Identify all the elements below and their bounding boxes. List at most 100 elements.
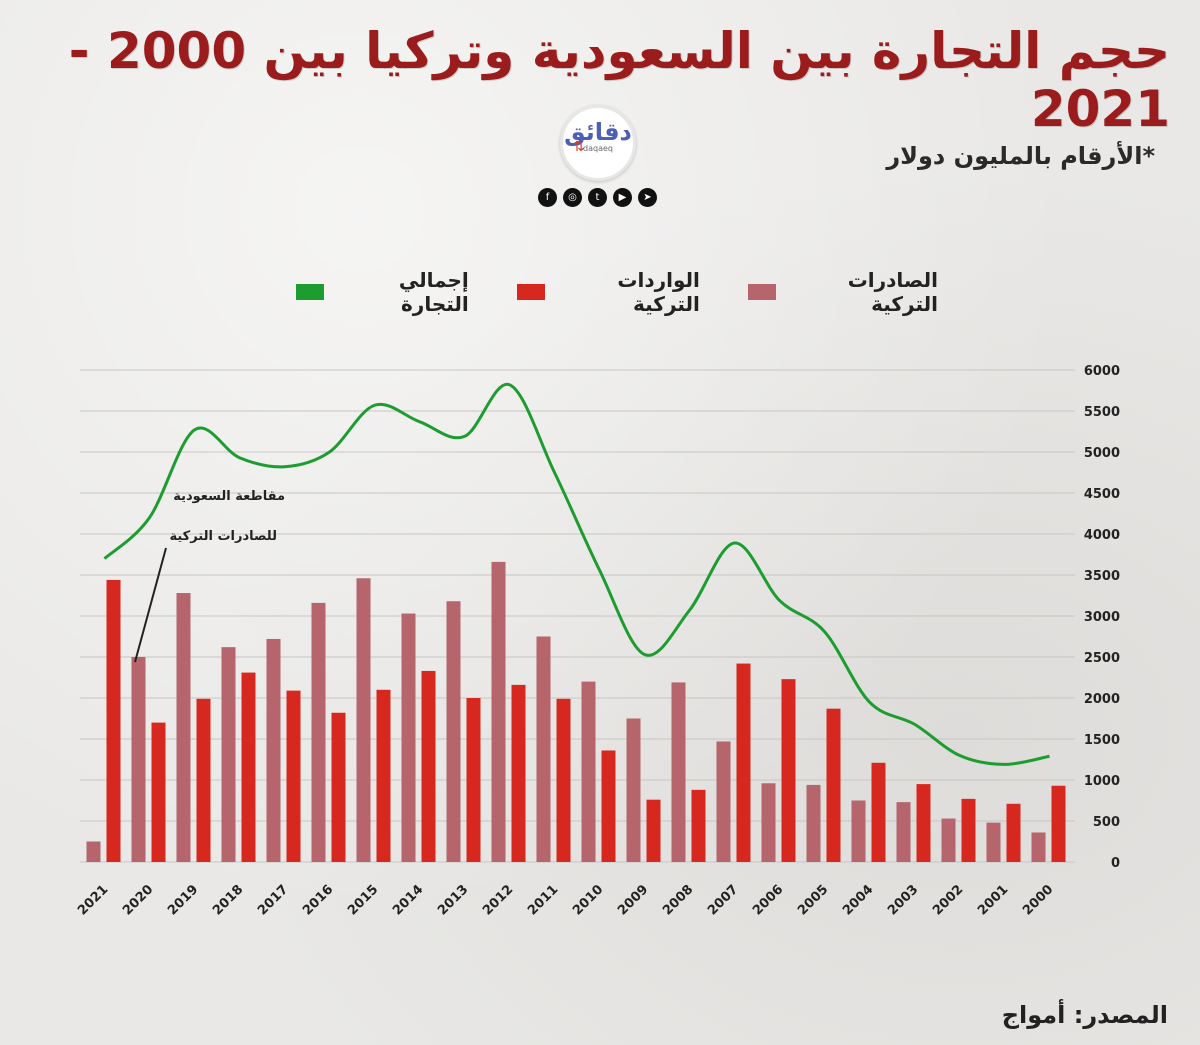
- x-tick-label: 2001: [975, 882, 1011, 918]
- bar-imports: [196, 698, 211, 862]
- bar-imports: [151, 722, 166, 862]
- bar-exports: [851, 800, 866, 862]
- y-tick-label: 500: [1093, 815, 1120, 830]
- y-tick-label: 1000: [1084, 774, 1120, 789]
- legend-swatch-total: [296, 284, 325, 300]
- legend-label-exports: الصادرات التركية: [847, 268, 938, 316]
- x-tick-label: 2008: [660, 882, 696, 918]
- bar-imports: [826, 708, 841, 862]
- x-tick-label: 2020: [120, 882, 156, 918]
- twitter-icon[interactable]: t: [588, 188, 607, 207]
- x-tick-label: 2009: [615, 882, 651, 918]
- legend-label-imports: الواردات التركية: [617, 268, 700, 316]
- bar-imports: [511, 684, 526, 862]
- x-tick-label: 2000: [1020, 882, 1056, 918]
- x-tick-label: 2010: [570, 882, 606, 918]
- bar-imports: [781, 679, 796, 862]
- x-tick-label: 2002: [930, 882, 966, 918]
- y-tick-label: 5000: [1084, 446, 1120, 461]
- y-tick-label: 3500: [1084, 569, 1120, 584]
- y-tick-label: 4000: [1084, 528, 1120, 543]
- page-title: حجم التجارة بين السعودية وتركيا بين 2000…: [68, 22, 1170, 138]
- y-tick-label: 6000: [1084, 364, 1120, 379]
- bar-exports: [986, 822, 1001, 862]
- bar-exports: [581, 681, 596, 862]
- x-tick-label: 2014: [390, 882, 426, 918]
- social-links: f ◎ t ▶ ➤: [538, 188, 657, 207]
- bar-exports: [356, 578, 371, 862]
- legend-item-imports: الواردات التركية: [516, 268, 700, 316]
- bar-imports: [241, 672, 256, 862]
- bar-exports: [311, 602, 326, 862]
- bar-exports: [446, 601, 461, 862]
- bar-imports: [376, 689, 391, 862]
- x-tick-label: 2007: [705, 882, 741, 918]
- bar-imports: [601, 750, 616, 862]
- x-tick-label: 2015: [345, 882, 381, 918]
- arrows-icon: ⇅: [573, 139, 585, 155]
- bar-exports: [1031, 832, 1046, 862]
- bar-imports: [331, 712, 346, 862]
- bar-exports: [176, 593, 191, 862]
- x-tick-label: 2004: [840, 882, 876, 918]
- logo-text: دقائق: [564, 118, 632, 146]
- legend-swatch-imports: [516, 284, 545, 300]
- chart-legend: الصادرات التركية الواردات التركية إجمالي…: [248, 268, 938, 316]
- x-tick-label: 2017: [255, 882, 291, 918]
- bar-exports: [806, 784, 821, 862]
- bar-exports: [266, 638, 281, 862]
- legend-item-exports: الصادرات التركية: [747, 268, 938, 316]
- y-tick-label: 2500: [1084, 651, 1120, 666]
- bar-exports: [626, 718, 641, 862]
- bar-exports: [491, 561, 506, 862]
- bar-exports: [401, 613, 416, 862]
- bar-imports: [871, 762, 886, 862]
- y-tick-label: 3000: [1084, 610, 1120, 625]
- youtube-icon[interactable]: ▶: [613, 188, 632, 207]
- brand-logo: دقائق daqaeq ⇅: [560, 105, 636, 181]
- units-note: *الأرقام بالمليون دولار: [886, 142, 1155, 170]
- bar-imports: [736, 663, 751, 862]
- y-tick-label: 2000: [1084, 692, 1120, 707]
- bar-imports: [961, 798, 976, 862]
- x-tick-label: 2016: [300, 882, 336, 918]
- y-tick-label: 4500: [1084, 487, 1120, 502]
- facebook-icon[interactable]: f: [538, 188, 557, 207]
- legend-swatch-exports: [747, 284, 776, 300]
- bar-exports: [86, 841, 101, 862]
- bar-exports: [896, 802, 911, 862]
- bar-exports: [671, 682, 686, 862]
- bar-imports: [916, 784, 931, 862]
- y-tick-label: 0: [1111, 856, 1120, 871]
- y-tick-label: 1500: [1084, 733, 1120, 748]
- x-tick-label: 2021: [75, 882, 111, 918]
- legend-label-total: إجمالي التجارة: [398, 268, 469, 316]
- y-tick-label: 5500: [1084, 405, 1120, 420]
- logo-subtext: daqaeq: [583, 144, 613, 153]
- line-total-trade: [103, 383, 1050, 766]
- x-tick-label: 2005: [795, 882, 831, 918]
- annotation-pointer: [134, 547, 167, 663]
- x-tick-label: 2011: [525, 882, 561, 918]
- telegram-icon[interactable]: ➤: [638, 188, 657, 207]
- annotation-label: مقاطعة السعودية: [173, 489, 285, 504]
- instagram-icon[interactable]: ◎: [563, 188, 582, 207]
- x-tick-label: 2018: [210, 882, 246, 918]
- bar-exports: [941, 818, 956, 862]
- bar-imports: [466, 698, 481, 862]
- bar-exports: [716, 741, 731, 862]
- x-tick-label: 2013: [435, 882, 471, 918]
- bar-imports: [286, 690, 301, 862]
- bar-exports: [221, 647, 236, 862]
- annotation-label: للصادرات التركية: [169, 529, 277, 544]
- bar-imports: [1006, 803, 1021, 862]
- bar-imports: [691, 789, 706, 862]
- bar-exports: [761, 783, 776, 862]
- x-tick-label: 2019: [165, 882, 201, 918]
- bar-exports: [131, 657, 146, 862]
- bar-imports: [106, 579, 121, 862]
- legend-item-total: إجمالي التجارة: [296, 268, 469, 316]
- source-note: المصدر: أمواج: [1001, 1001, 1168, 1029]
- bar-imports: [646, 799, 661, 862]
